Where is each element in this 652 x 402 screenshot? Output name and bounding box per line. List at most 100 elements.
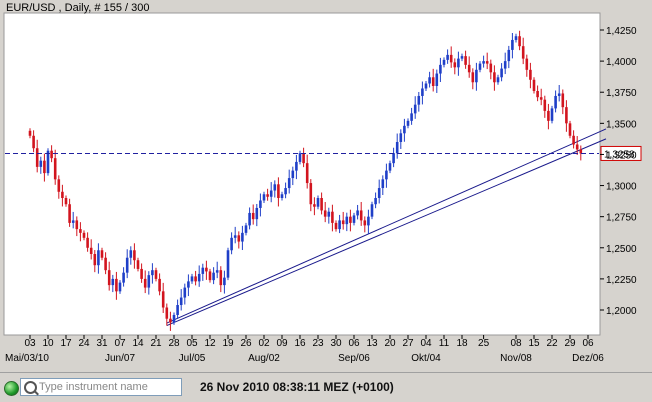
candle-body: [377, 188, 381, 198]
candle-body: [100, 250, 104, 258]
candle-body: [226, 250, 230, 278]
candle: [532, 77, 536, 94]
candle: [266, 188, 269, 201]
candle: [493, 65, 496, 91]
candle-body: [241, 232, 244, 242]
candle: [75, 216, 79, 237]
candle: [410, 107, 413, 125]
current-price-line: 1,3258: [5, 145, 642, 161]
candle: [482, 55, 485, 68]
candle-body: [187, 281, 190, 288]
x-tick-label: 17: [60, 338, 72, 349]
x-tick-label: 29: [564, 338, 576, 349]
y-tick-label: 1,3250: [606, 150, 637, 161]
candle-body: [284, 188, 287, 195]
candle-body: [352, 215, 356, 223]
plot-area[interactable]: [3, 12, 601, 336]
candle: [572, 130, 575, 149]
candle: [428, 71, 431, 88]
candle: [295, 154, 298, 180]
candle: [280, 191, 284, 201]
candle-body: [532, 79, 536, 91]
candle-body: [79, 229, 82, 233]
candle: [395, 133, 399, 159]
candle: [363, 216, 367, 233]
candle-body: [579, 149, 583, 154]
candle: [133, 243, 136, 269]
candle-body: [35, 148, 39, 167]
candle-body: [428, 77, 431, 84]
trendline-2[interactable]: [166, 138, 607, 327]
candle: [107, 261, 111, 291]
candle: [554, 90, 557, 113]
candle-body: [363, 220, 367, 226]
instrument-search-box[interactable]: [20, 378, 182, 396]
candle: [212, 267, 215, 285]
candle-body: [507, 49, 511, 62]
current-price-label-box: [600, 145, 642, 161]
x-tick-label: 09: [276, 338, 288, 349]
candle-body: [370, 204, 374, 217]
trendlines: [166, 128, 607, 327]
candle-body: [320, 198, 323, 211]
candle: [525, 54, 529, 77]
candle-body: [453, 62, 457, 68]
candle-body: [89, 247, 93, 254]
candle: [305, 154, 309, 189]
connection-status-icon[interactable]: [4, 381, 19, 396]
candle: [89, 239, 93, 260]
candle-body: [341, 220, 345, 225]
candle: [64, 195, 68, 207]
candle-body: [169, 318, 172, 323]
candle-body: [53, 158, 57, 180]
candle-body: [201, 267, 205, 274]
x-tick-label: 28: [168, 338, 180, 349]
candle: [503, 52, 507, 75]
candle-body: [374, 198, 377, 205]
instrument-search-input[interactable]: [39, 380, 177, 394]
candle-body: [449, 54, 453, 63]
candle: [403, 118, 406, 142]
candle: [446, 49, 449, 64]
candle: [323, 201, 327, 223]
x-tick-label: 23: [312, 338, 324, 349]
candle-body: [410, 113, 413, 121]
candle-body: [431, 77, 435, 86]
candle-body: [302, 153, 305, 164]
candle: [320, 192, 323, 215]
candle-body: [471, 72, 475, 83]
candle: [514, 33, 518, 43]
candle-body: [133, 250, 136, 261]
candle: [35, 139, 39, 173]
candle: [262, 191, 266, 203]
candle: [269, 182, 273, 203]
x-tick-label: 06: [348, 338, 360, 349]
x-tick-label: 07: [114, 338, 126, 349]
candle-body: [262, 194, 266, 201]
candle-body: [64, 198, 68, 205]
candle: [197, 265, 201, 287]
x-tick-label: 13: [366, 338, 378, 349]
candle-body: [525, 58, 529, 70]
x-tick-label: 31: [96, 338, 108, 349]
y-tick-label: 1,2250: [606, 275, 637, 286]
candle: [248, 207, 251, 230]
candle-body: [305, 163, 309, 184]
trendline-1[interactable]: [166, 128, 607, 324]
candle: [370, 201, 374, 220]
candle: [334, 220, 338, 232]
x-tick-label: 22: [546, 338, 558, 349]
candle: [345, 212, 349, 232]
x-tick-label: 03: [24, 338, 36, 349]
candle: [172, 312, 176, 325]
candle-body: [39, 160, 43, 167]
candle: [53, 149, 57, 185]
candle: [449, 46, 453, 68]
candle: [215, 261, 219, 279]
candle: [255, 203, 259, 227]
candle: [161, 282, 165, 313]
candle: [547, 103, 550, 130]
candle-body: [165, 307, 169, 319]
candle-body: [345, 216, 349, 225]
